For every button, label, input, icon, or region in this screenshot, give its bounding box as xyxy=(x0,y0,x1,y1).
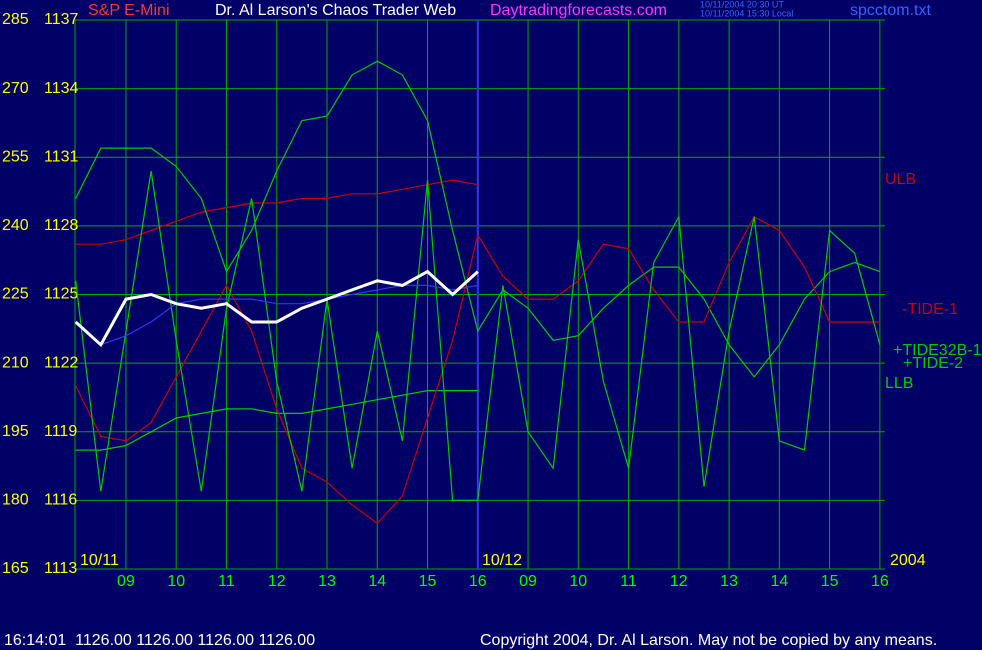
y-tick-label: 195 xyxy=(2,423,29,440)
series-line xyxy=(74,269,479,348)
y2-tick-label: 1134 xyxy=(44,80,79,97)
y2-tick-label: 1122 xyxy=(44,354,79,371)
legend-label: +TIDE-2 xyxy=(903,355,963,372)
x-tick-label: 10 xyxy=(569,573,587,590)
y-tick-label: 255 xyxy=(2,148,29,165)
x-tick-label: 11 xyxy=(218,573,235,590)
x-tick-label: 12 xyxy=(670,573,688,590)
y2-tick-label: 1125 xyxy=(44,286,79,303)
y-tick-label: 165 xyxy=(2,560,29,577)
x-tick-label: 13 xyxy=(720,573,738,590)
x-tick-label: 14 xyxy=(368,573,386,590)
x-tick-label: 13 xyxy=(318,573,336,590)
legend-label: ULB xyxy=(885,171,916,188)
x-tick-label: 16 xyxy=(871,573,889,590)
x-tick-label: 12 xyxy=(268,573,286,590)
y-tick-label: 225 xyxy=(2,286,29,303)
filename: spcctom.txt xyxy=(850,2,931,19)
series-line xyxy=(75,179,478,245)
date-annotation: 10/12 xyxy=(482,552,522,569)
series-line xyxy=(100,284,478,346)
y-tick-label: 285 xyxy=(2,11,29,28)
x-tick-label: 09 xyxy=(519,573,537,590)
y-tick-label: 240 xyxy=(2,217,29,234)
timestamp: 10/11/2004 20:30 UT xyxy=(700,0,784,9)
y2-tick-label: 1113 xyxy=(44,560,77,577)
source-label: S&P E-Mini xyxy=(88,2,170,19)
legend-label: +TIDE32B-1 xyxy=(893,342,982,359)
year-annotation: 2004 xyxy=(890,552,926,569)
x-tick-label: 11 xyxy=(620,573,637,590)
date-annotation: 10/11 xyxy=(80,552,119,569)
x-tick-label: 16 xyxy=(469,573,487,590)
y-tick-label: 270 xyxy=(2,80,29,97)
y2-tick-label: 1116 xyxy=(44,492,77,509)
timestamp: 10/11/2004 15:30 Local xyxy=(700,8,793,18)
y-tick-label: 210 xyxy=(2,354,29,371)
legend-label: -TIDE-1 xyxy=(902,301,958,318)
y2-tick-label: 1128 xyxy=(44,217,79,234)
x-tick-label: 15 xyxy=(821,573,839,590)
x-tick-label: 10 xyxy=(167,573,185,590)
y2-tick-label: 1119 xyxy=(44,423,77,440)
series-line xyxy=(75,170,881,501)
x-tick-label: 14 xyxy=(770,573,788,590)
series-line xyxy=(75,60,881,378)
series-line xyxy=(75,215,880,525)
series-line xyxy=(75,390,478,451)
legend-label: LLB xyxy=(885,375,913,392)
copyright: Copyright 2004, Dr. Al Larson. May not b… xyxy=(480,632,937,649)
quote-line: 16:14:01 1126.00 1126.00 1126.00 1126.00 xyxy=(4,632,315,649)
chart-title: Dr. Al Larson's Chaos Trader Web xyxy=(215,2,456,19)
y-tick-label: 180 xyxy=(2,492,29,509)
x-tick-label: 09 xyxy=(117,573,135,590)
site-link[interactable]: Daytradingforecasts.com xyxy=(490,2,667,19)
y2-tick-label: 1131 xyxy=(44,148,79,165)
x-tick-label: 15 xyxy=(419,573,437,590)
y2-tick-label: 1137 xyxy=(44,11,79,28)
